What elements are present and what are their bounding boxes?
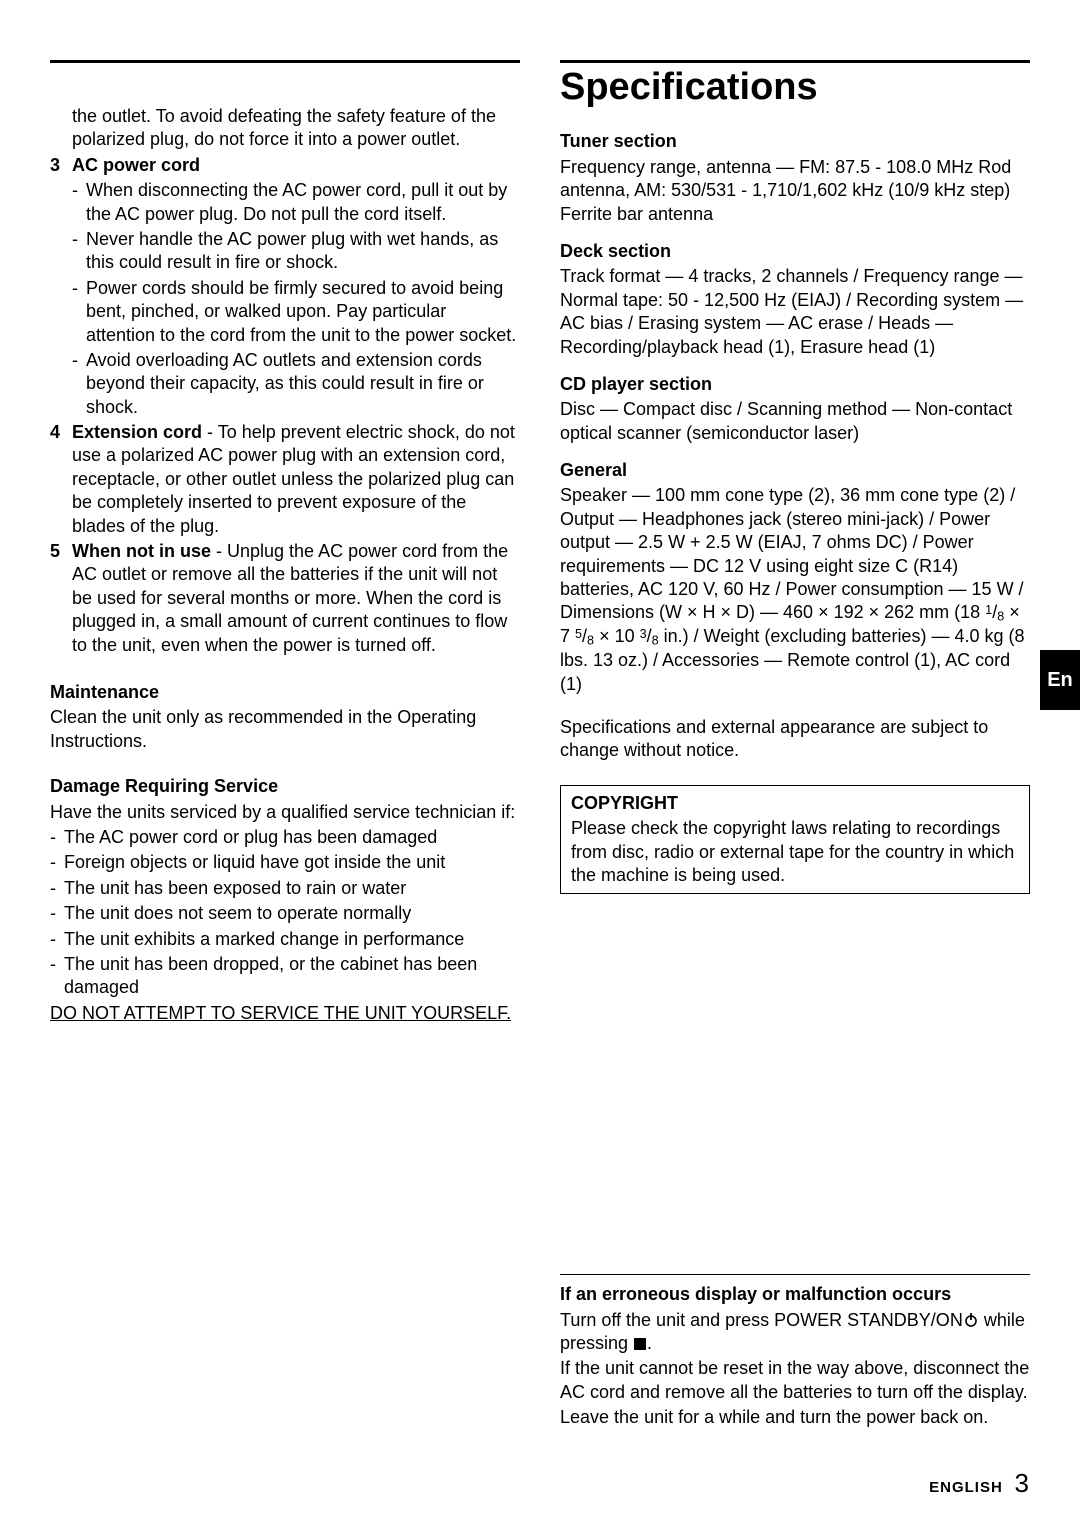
list-item: -The unit has been dropped, or the cabin…	[50, 953, 520, 1000]
service-warning: DO NOT ATTEMPT TO SERVICE THE UNIT YOURS…	[50, 1002, 520, 1025]
right-column: Specifications Tuner section Frequency r…	[560, 63, 1030, 1430]
list-item-text: Avoid overloading AC outlets and extensi…	[86, 349, 520, 419]
damage-heading: Damage Requiring Service	[50, 775, 520, 798]
list-item-text: The unit does not seem to operate normal…	[64, 902, 520, 925]
stop-icon	[633, 1337, 647, 1351]
language-tab: En	[1040, 650, 1080, 710]
item-number: 4	[50, 421, 72, 538]
power-icon	[963, 1312, 979, 1328]
general-text: Speaker — 100 mm cone type (2), 36 mm co…	[560, 484, 1030, 695]
deck-heading: Deck section	[560, 240, 1030, 263]
page-footer: ENGLISH 3	[929, 1467, 1030, 1501]
dash-icon: -	[72, 277, 86, 347]
list-item: -The unit exhibits a marked change in pe…	[50, 928, 520, 951]
list-item: -Power cords should be firmly secured to…	[72, 277, 520, 347]
maintenance-heading: Maintenance	[50, 681, 520, 704]
copyright-box: COPYRIGHT Please check the copyright law…	[560, 785, 1030, 895]
list-item-5: 5 When not in use - Unplug the AC power …	[50, 540, 520, 657]
cd-heading: CD player section	[560, 373, 1030, 396]
list-item-text: The unit has been exposed to rain or wat…	[64, 877, 520, 900]
dash-icon: -	[50, 902, 64, 925]
malfunction-heading: If an erroneous display or malfunction o…	[560, 1283, 1030, 1306]
maintenance-text: Clean the unit only as recommended in th…	[50, 706, 520, 753]
tuner-heading: Tuner section	[560, 130, 1030, 153]
cd-text: Disc — Compact disc / Scanning method — …	[560, 398, 1030, 445]
list-item: -Avoid overloading AC outlets and extens…	[72, 349, 520, 419]
list-item-3: 3 AC power cord -When disconnecting the …	[50, 154, 520, 419]
list-item-text: Power cords should be firmly secured to …	[86, 277, 520, 347]
list-item: -When disconnecting the AC power cord, p…	[72, 179, 520, 226]
list-item-text: The unit exhibits a marked change in per…	[64, 928, 520, 951]
copyright-text: Please check the copyright laws relating…	[571, 817, 1019, 887]
malfunction-line3: Leave the unit for a while and turn the …	[560, 1406, 1030, 1429]
item-label: AC power cord	[72, 155, 200, 175]
list-item: -Never handle the AC power plug with wet…	[72, 228, 520, 275]
dash-icon: -	[72, 179, 86, 226]
item-label: Extension cord	[72, 422, 202, 442]
dash-icon: -	[72, 349, 86, 419]
dash-icon: -	[50, 953, 64, 1000]
intro-continuation: the outlet. To avoid defeating the safet…	[50, 105, 520, 152]
dash-icon: -	[50, 928, 64, 951]
list-item-text: Never handle the AC power plug with wet …	[86, 228, 520, 275]
dash-icon: -	[50, 877, 64, 900]
item-number: 3	[50, 154, 72, 419]
footer-language: ENGLISH	[929, 1479, 1003, 1496]
list-item: -The unit does not seem to operate norma…	[50, 902, 520, 925]
left-column: the outlet. To avoid defeating the safet…	[50, 63, 520, 1430]
malfunction-block: If an erroneous display or malfunction o…	[560, 1274, 1030, 1429]
dash-icon: -	[50, 826, 64, 849]
item-label: When not in use	[72, 541, 211, 561]
list-item-text: The unit has been dropped, or the cabine…	[64, 953, 520, 1000]
tuner-text: Frequency range, antenna — FM: 87.5 - 10…	[560, 156, 1030, 226]
list-item-text: Foreign objects or liquid have got insid…	[64, 851, 520, 874]
copyright-heading: COPYRIGHT	[571, 792, 1019, 815]
page-title: Specifications	[560, 63, 1030, 112]
dash-icon: -	[50, 851, 64, 874]
list-item-text: When disconnecting the AC power cord, pu…	[86, 179, 520, 226]
list-item: -The unit has been exposed to rain or wa…	[50, 877, 520, 900]
malfunction-line1: Turn off the unit and press POWER STANDB…	[560, 1309, 1030, 1356]
item-number: 5	[50, 540, 72, 657]
damage-intro: Have the units serviced by a qualified s…	[50, 801, 520, 824]
general-heading: General	[560, 459, 1030, 482]
list-item-text: The AC power cord or plug has been damag…	[64, 826, 520, 849]
dash-icon: -	[72, 228, 86, 275]
list-item-4: 4 Extension cord - To help prevent elect…	[50, 421, 520, 538]
page-number: 3	[1015, 1468, 1030, 1498]
spec-note: Specifications and external appearance a…	[560, 716, 1030, 763]
list-item: -Foreign objects or liquid have got insi…	[50, 851, 520, 874]
malfunction-line2: If the unit cannot be reset in the way a…	[560, 1357, 1030, 1404]
deck-text: Track format — 4 tracks, 2 channels / Fr…	[560, 265, 1030, 359]
list-item: -The AC power cord or plug has been dama…	[50, 826, 520, 849]
